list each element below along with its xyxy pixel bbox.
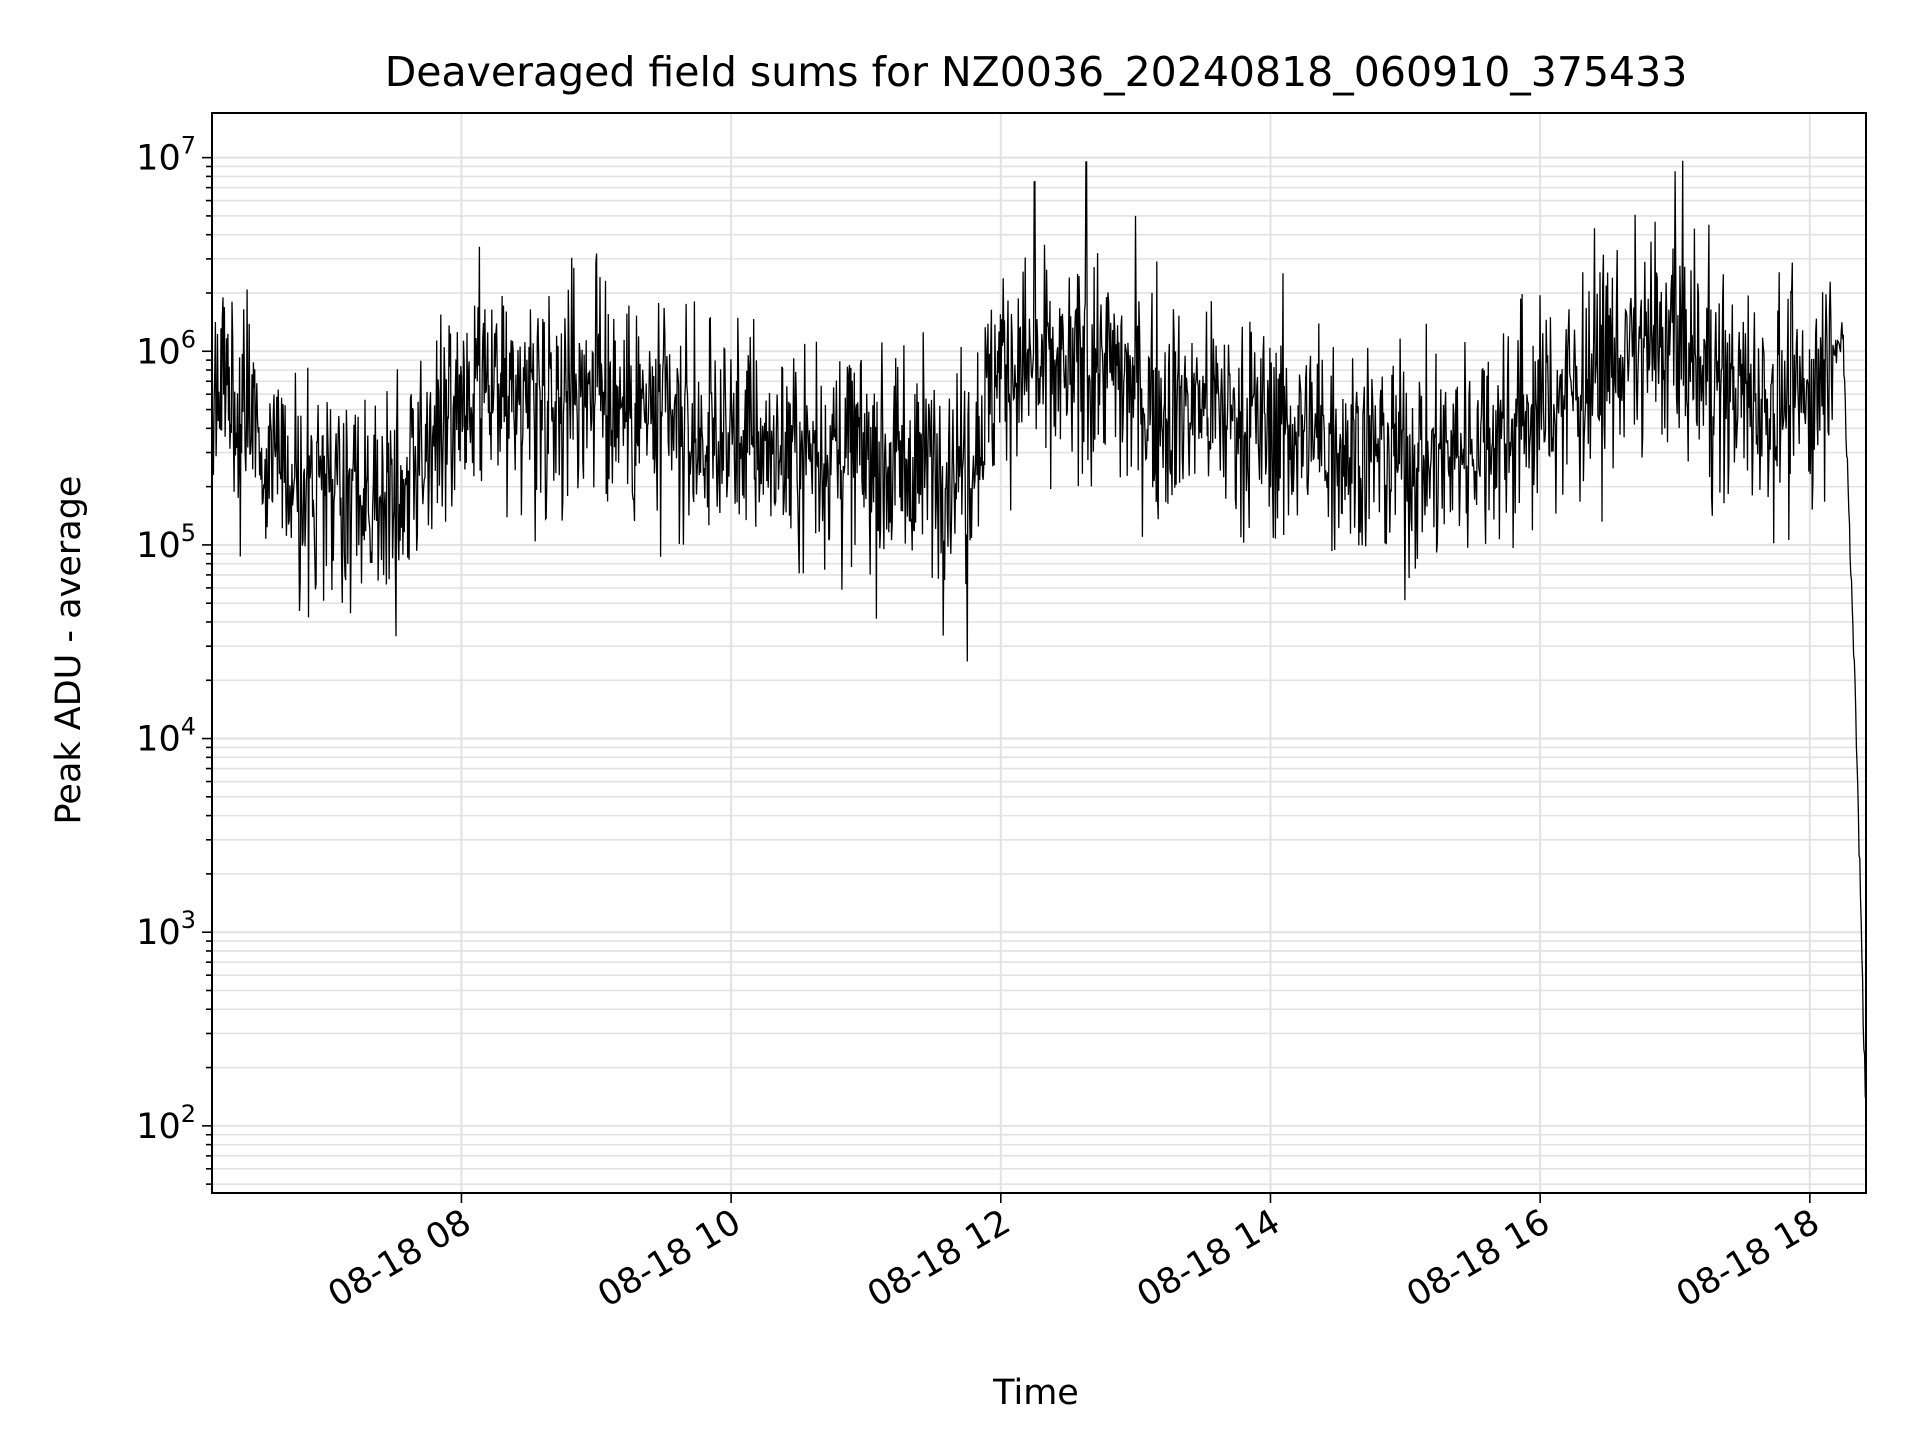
plot-frame bbox=[211, 112, 1867, 1194]
y-tick-exponent: 2 bbox=[181, 1100, 196, 1128]
y-tick-base: 10 bbox=[136, 139, 181, 179]
y-tick-label: 105 bbox=[136, 519, 196, 566]
y-tick-exponent: 5 bbox=[181, 519, 196, 547]
y-tick-exponent: 4 bbox=[181, 713, 196, 741]
series-line bbox=[211, 160, 1867, 1101]
y-tick-label: 102 bbox=[136, 1100, 196, 1147]
data-layer bbox=[211, 160, 1867, 1101]
y-tick-label: 104 bbox=[136, 713, 196, 760]
y-tick-exponent: 6 bbox=[181, 325, 196, 353]
x-axis-label: Time bbox=[992, 1373, 1079, 1413]
y-tick-base: 10 bbox=[136, 913, 181, 953]
chart-title: Deaveraged field sums for NZ0036_2024081… bbox=[385, 48, 1688, 96]
y-tick-base: 10 bbox=[136, 332, 181, 372]
y-axis-label: Peak ADU - average bbox=[49, 476, 89, 825]
y-tick-exponent: 3 bbox=[181, 906, 196, 934]
y-tick-base: 10 bbox=[136, 1107, 181, 1147]
y-tick-exponent: 7 bbox=[181, 132, 196, 160]
y-tick-base: 10 bbox=[136, 720, 181, 760]
y-tick-label: 107 bbox=[136, 132, 196, 179]
y-tick-label: 106 bbox=[136, 325, 196, 372]
y-tick-base: 10 bbox=[136, 526, 181, 566]
y-tick-label: 103 bbox=[136, 906, 196, 953]
